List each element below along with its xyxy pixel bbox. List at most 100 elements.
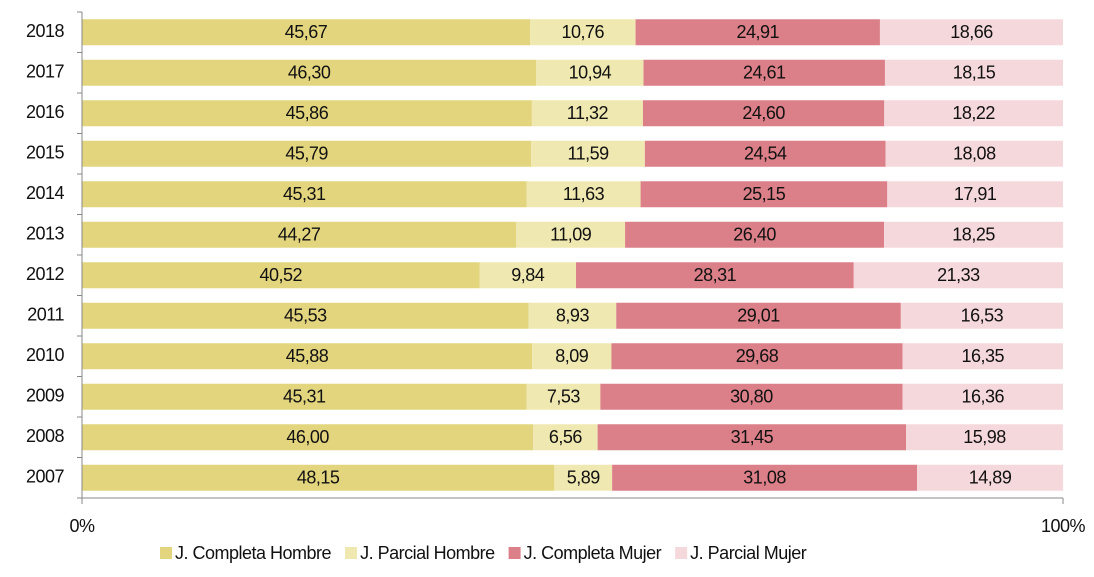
data-label: 45,86	[286, 103, 329, 123]
bar-segment	[82, 343, 533, 370]
data-label: 31,08	[743, 468, 786, 488]
bar-segment	[82, 140, 532, 167]
bar-segment	[82, 383, 527, 410]
data-label: 8,09	[555, 346, 589, 366]
bar-segment	[879, 19, 1063, 46]
y-tick-label: 2009	[26, 386, 65, 406]
data-label: 16,53	[961, 306, 1004, 326]
y-tick-label: 2017	[26, 62, 65, 82]
y-tick-label: 2008	[26, 426, 65, 446]
bar-segment	[82, 424, 534, 451]
data-label: 26,40	[733, 225, 776, 245]
data-label: 10,76	[562, 22, 605, 42]
data-label: 11,32	[567, 103, 609, 123]
data-label: 7,53	[547, 387, 581, 407]
y-tick-label: 2007	[26, 467, 65, 487]
data-label: 21,33	[937, 265, 980, 285]
y-tick-label: 2015	[26, 143, 65, 163]
data-label: 40,52	[259, 265, 302, 285]
data-label: 45,67	[285, 22, 328, 42]
bar-segment	[642, 100, 885, 127]
bar-segment	[635, 19, 880, 46]
data-label: 45,31	[283, 387, 326, 407]
bar-segment	[82, 262, 480, 289]
legend-label: J. Completa Hombre	[175, 543, 332, 563]
bar-segment	[516, 221, 626, 248]
data-label: 24,91	[736, 22, 779, 42]
bar-segment	[612, 464, 918, 491]
bar-segment	[600, 383, 903, 410]
bar-segment	[82, 464, 555, 491]
data-label: 17,91	[954, 184, 997, 204]
data-label: 24,54	[744, 144, 787, 164]
bar-segment	[82, 302, 529, 329]
data-label: 16,36	[961, 387, 1004, 407]
bar-segment	[597, 424, 907, 451]
legend-swatch	[345, 547, 358, 559]
bar-segment	[885, 140, 1063, 167]
y-tick-label: 2013	[26, 224, 65, 244]
y-tick-label: 2014	[26, 183, 65, 203]
bar-segment	[853, 262, 1063, 289]
data-label: 29,68	[736, 346, 779, 366]
data-label: 46,00	[286, 427, 329, 447]
data-label: 46,30	[288, 63, 331, 83]
data-label: 44,27	[278, 225, 321, 245]
data-label: 30,80	[730, 387, 773, 407]
data-label: 5,89	[567, 468, 601, 488]
bar-segment	[82, 221, 517, 248]
bar-segment	[531, 100, 643, 127]
bar-segment	[82, 19, 531, 46]
bar-segment	[884, 100, 1063, 127]
x-tick-label: 0%	[69, 516, 95, 536]
data-label: 11,59	[567, 144, 609, 164]
data-label: 15,98	[963, 427, 1006, 447]
bar-segment	[625, 221, 885, 248]
data-label: 16,35	[962, 346, 1005, 366]
y-tick-label: 2011	[27, 305, 64, 325]
bar-segment	[532, 343, 612, 370]
data-label: 8,93	[556, 306, 590, 326]
bar-segment	[611, 343, 903, 370]
bar-segment	[576, 262, 854, 289]
data-label: 18,66	[950, 22, 993, 42]
legend-swatch	[508, 547, 521, 559]
bar-segment	[536, 59, 644, 86]
data-label: 24,60	[742, 103, 785, 123]
bar-segment	[533, 424, 598, 451]
data-label: 18,22	[952, 103, 995, 123]
bar-segment	[616, 302, 901, 329]
legend-label: J. Completa Mujer	[524, 543, 662, 563]
y-tick-label: 2012	[26, 264, 65, 284]
legend-label: J. Parcial Hombre	[360, 543, 495, 563]
data-label: 11,63	[563, 184, 605, 204]
data-label: 48,15	[297, 468, 340, 488]
data-label: 14,89	[969, 468, 1012, 488]
bar-segment	[644, 140, 886, 167]
data-label: 9,84	[511, 265, 545, 285]
data-label: 11,09	[550, 225, 592, 245]
y-tick-label: 2010	[26, 345, 65, 365]
data-label: 45,88	[286, 346, 329, 366]
data-label: 28,31	[694, 265, 737, 285]
bar-segment	[82, 100, 532, 127]
data-label: 10,94	[569, 63, 612, 83]
bar-segment	[906, 424, 1063, 451]
data-label: 29,01	[737, 306, 780, 326]
bar-segment	[884, 221, 1064, 248]
bar-segment	[554, 464, 613, 491]
y-tick-label: 2016	[26, 102, 65, 122]
data-label: 18,08	[953, 144, 996, 164]
bar-segment	[528, 302, 617, 329]
bar-segment	[479, 262, 577, 289]
data-label: 18,15	[953, 63, 996, 83]
legend-swatch	[675, 547, 688, 559]
bar-segment	[530, 19, 636, 46]
bar-segment	[917, 464, 1064, 491]
data-label: 18,25	[952, 225, 995, 245]
data-label: 45,79	[285, 144, 328, 164]
bar-segment	[643, 59, 885, 86]
legend-swatch	[160, 547, 172, 559]
bar-segment	[887, 181, 1063, 208]
